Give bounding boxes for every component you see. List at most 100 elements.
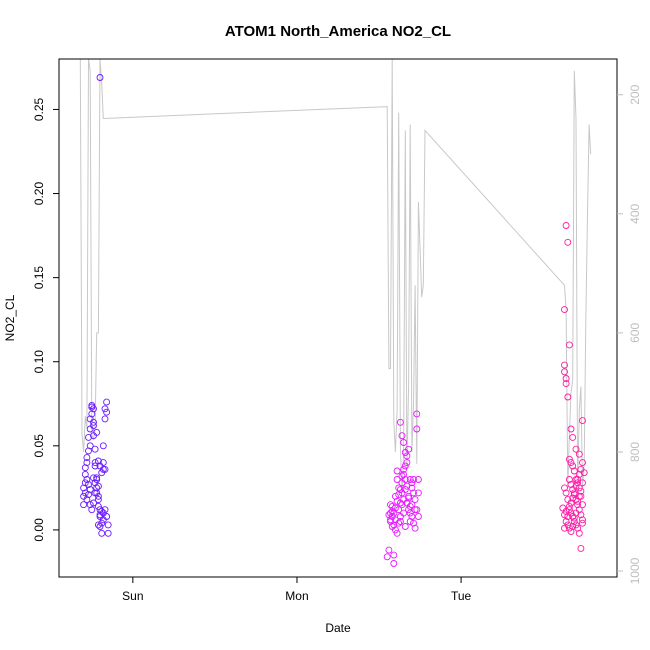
y-tick-label: 0.05 — [32, 434, 46, 458]
data-point — [391, 504, 399, 512]
data-point — [567, 425, 575, 433]
data-point — [396, 499, 404, 507]
data-point — [86, 425, 94, 433]
data-point — [577, 544, 585, 552]
data-point — [565, 476, 573, 483]
data-point — [406, 518, 414, 525]
data-point — [398, 501, 406, 509]
data-point — [414, 489, 422, 497]
data-point — [401, 462, 409, 470]
data-point — [90, 474, 97, 482]
data-point — [406, 509, 414, 517]
data-point — [96, 511, 104, 519]
data-point — [565, 506, 573, 514]
data-point — [101, 506, 109, 514]
secondary-series-line — [79, 59, 592, 494]
data-point — [562, 507, 570, 515]
data-point — [385, 546, 393, 554]
data-point — [561, 361, 568, 369]
data-point — [579, 417, 586, 425]
data-point — [401, 486, 409, 493]
data-point — [396, 418, 404, 426]
data-point — [393, 529, 401, 537]
data-point — [91, 479, 99, 487]
data-point — [90, 422, 97, 430]
data-point — [103, 398, 111, 406]
data-point — [94, 521, 102, 529]
data-point — [562, 518, 570, 525]
data-point — [91, 445, 99, 453]
data-point — [405, 506, 413, 514]
data-point — [562, 489, 570, 497]
data-point — [400, 465, 408, 473]
data-point — [572, 521, 580, 529]
data-point — [562, 380, 570, 388]
data-point — [94, 457, 102, 465]
data-point — [80, 501, 88, 509]
data-point — [410, 519, 417, 527]
data-point — [575, 529, 583, 537]
data-point — [575, 450, 583, 458]
data-point — [413, 506, 421, 514]
data-point — [387, 501, 394, 509]
data-point — [93, 484, 101, 492]
data-point — [570, 514, 578, 522]
data-point — [391, 526, 399, 534]
data-point — [90, 418, 97, 426]
data-point — [414, 513, 422, 520]
data-point — [94, 482, 102, 490]
data-point — [90, 499, 97, 507]
data-point — [580, 469, 588, 477]
data-point — [574, 501, 582, 509]
data-point — [96, 523, 104, 530]
secondary-line-layer — [79, 59, 592, 494]
secondary-y-tick-label: 400 — [628, 203, 642, 223]
data-point — [564, 238, 572, 246]
data-point — [98, 507, 106, 515]
data-point — [577, 511, 585, 519]
data-point — [569, 462, 577, 470]
data-point — [414, 476, 422, 483]
data-point — [395, 484, 403, 492]
data-point — [86, 486, 94, 493]
data-point — [83, 459, 91, 467]
data-point — [94, 496, 102, 504]
data-point — [383, 553, 391, 561]
data-point — [101, 465, 109, 473]
data-point — [565, 524, 573, 532]
data-point — [86, 501, 94, 509]
data-point — [575, 492, 583, 500]
data-point — [400, 470, 408, 478]
data-point — [388, 502, 396, 510]
data-point — [579, 479, 586, 487]
secondary-y-tick-label: 600 — [628, 323, 642, 343]
data-point — [569, 494, 577, 502]
data-point — [567, 459, 575, 467]
data-point — [579, 519, 586, 527]
data-point — [98, 529, 106, 537]
data-point — [577, 487, 585, 495]
y-tick-label: 0.00 — [32, 518, 46, 542]
data-point — [413, 410, 421, 418]
data-point — [570, 491, 578, 499]
y-tick-label: 0.15 — [32, 266, 46, 290]
data-point — [564, 393, 572, 401]
data-point — [561, 306, 568, 314]
data-point — [104, 529, 112, 537]
secondary-y-tick-label: 200 — [628, 84, 642, 104]
data-point — [90, 405, 97, 413]
data-point — [387, 516, 394, 524]
data-point — [395, 506, 403, 514]
secondary-y-tick-label: 800 — [628, 442, 642, 462]
data-point — [401, 523, 409, 530]
data-point — [569, 486, 577, 493]
data-point — [396, 486, 404, 493]
data-point — [410, 489, 417, 497]
y-axis: 0.00 0.05 0.10 0.15 0.20 0.25 — [32, 97, 59, 542]
data-point — [391, 492, 399, 500]
data-point — [99, 516, 107, 524]
y-tick-label: 0.20 — [32, 182, 46, 206]
x-tick-label: Tue — [451, 589, 472, 603]
data-point — [565, 455, 573, 463]
data-point — [411, 524, 419, 532]
